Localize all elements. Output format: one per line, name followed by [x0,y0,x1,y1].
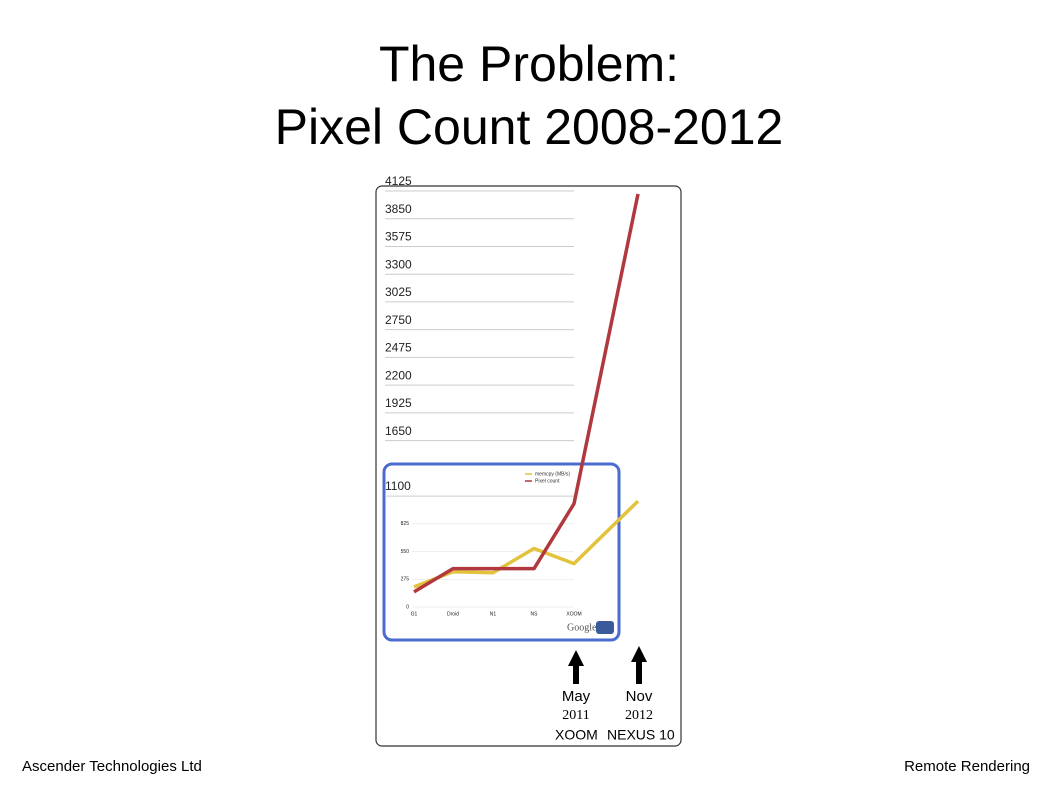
y-tick-label: 2750 [385,313,412,327]
y-tick-label: 3300 [385,257,412,271]
title-line: Pixel Count 2008-2012 [275,99,784,155]
y-tick-label: 3575 [385,230,412,244]
logo-text: Google [567,622,597,633]
y-tick-label: 275 [401,577,410,583]
y-tick-label: 3025 [385,285,412,299]
annotation-month: Nov [626,688,653,705]
x-tick-label: G1 [411,611,418,617]
x-tick-label: N1 [490,611,497,617]
footer-right: Remote Rendering [904,758,1030,775]
annotation-month: May [562,688,591,705]
y-tick-label: 2475 [385,341,412,355]
y-tick-label: 0 [406,604,409,610]
x-tick-label: Droid [447,611,459,617]
footer-left: Ascender Technologies Ltd [22,758,202,775]
annotation-device: XOOM [555,727,598,743]
x-tick-label: NS [531,611,539,617]
y-tick-label: 4125 [385,174,412,188]
annotation-device: NEXUS 10 [607,727,675,743]
annotation-year: 2012 [625,708,653,723]
arrow [631,646,647,684]
y-tick-label: 825 [401,521,410,527]
series-line [413,193,640,594]
y-tick-label: 1650 [385,424,412,438]
chart-frame [375,185,682,747]
arrow [568,650,584,684]
y-tick-label: 3850 [385,202,412,216]
annotation-year: 2011 [562,708,589,723]
legend-label: Pixel count [535,478,560,484]
logo: Google [567,621,614,634]
logo-badge [596,621,614,634]
y-tick-label: 1925 [385,396,412,410]
title-line: The Problem: [379,36,679,92]
y-tick-label: 2200 [385,368,412,382]
y-tick-label: 1100 [385,479,411,493]
legend-label: memcpy (MB/s) [535,471,570,477]
highlight-box [382,462,621,642]
x-tick-label: XOOM [566,611,581,617]
y-tick-label: 550 [401,549,410,555]
